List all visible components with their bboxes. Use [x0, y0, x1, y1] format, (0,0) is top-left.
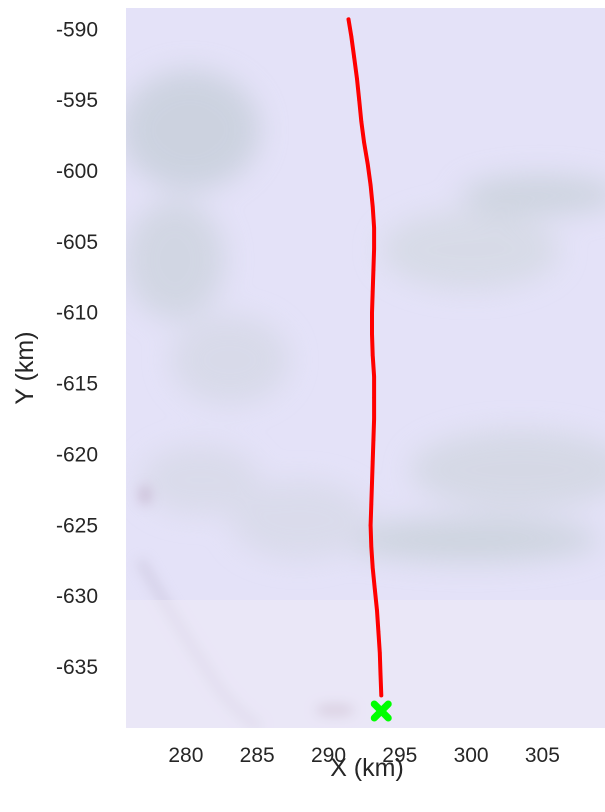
- series-point: [369, 502, 374, 506]
- series-point: [369, 544, 374, 549]
- series-point: [372, 395, 376, 400]
- y-tick-label: -595: [56, 89, 98, 112]
- y-axis-ticks: -590 -595 -600 -605 -610 -615 -620 -625 -630 -635: [56, 18, 98, 679]
- plot-background: [126, 8, 605, 728]
- y-tick-label: -620: [56, 443, 98, 466]
- series-point: [371, 268, 376, 273]
- series-point: [349, 34, 354, 39]
- series-point: [346, 17, 351, 22]
- y-tick-label: -600: [56, 160, 98, 183]
- marker-layer: [370, 700, 392, 722]
- x-axis-ticks: 280 285 290 295 300 305: [168, 744, 560, 767]
- y-tick-label: -590: [56, 18, 98, 41]
- y-axis-label: Y (km): [11, 331, 39, 404]
- series-point: [375, 608, 379, 613]
- y-tick-label: -610: [56, 302, 98, 325]
- series-layer: [346, 17, 384, 698]
- series-point: [359, 119, 364, 124]
- series-point: [378, 672, 383, 676]
- y-tick-label: -635: [56, 656, 98, 679]
- end-marker: [370, 700, 392, 722]
- series-point: [372, 417, 376, 421]
- series-point: [370, 310, 374, 315]
- series-point: [370, 459, 375, 464]
- series-point: [376, 629, 381, 634]
- x-tick-label: 290: [311, 744, 346, 767]
- series-point: [371, 438, 376, 443]
- y-tick-label: -605: [56, 231, 98, 254]
- x-tick-label: 295: [382, 744, 417, 767]
- series-point: [370, 204, 375, 209]
- x-tick-label: 280: [168, 744, 203, 767]
- y-tick-label: -615: [56, 373, 98, 396]
- y-tick-label: -630: [56, 585, 98, 608]
- series-point: [362, 140, 366, 145]
- series-point: [355, 77, 359, 81]
- series-point: [370, 566, 375, 570]
- x-tick-label: 300: [454, 744, 489, 767]
- series-point: [357, 98, 361, 102]
- y-tick-label: -625: [56, 514, 98, 537]
- series-point: [372, 374, 376, 379]
- series-point: [352, 55, 356, 60]
- series-point: [368, 523, 373, 528]
- series-point: [365, 162, 370, 166]
- series-point: [378, 651, 382, 655]
- x-tick-label: 285: [240, 744, 275, 767]
- series-point: [370, 353, 375, 358]
- series-point: [368, 183, 373, 187]
- series-point: [373, 587, 377, 591]
- series-point: [370, 481, 374, 485]
- series-point: [372, 247, 376, 251]
- series-point: [379, 693, 384, 698]
- x-tick-label: 305: [525, 744, 560, 767]
- x-axis-label: X (km): [330, 754, 404, 782]
- series-point: [370, 332, 374, 336]
- series-point: [370, 289, 375, 294]
- series-point: [372, 225, 376, 230]
